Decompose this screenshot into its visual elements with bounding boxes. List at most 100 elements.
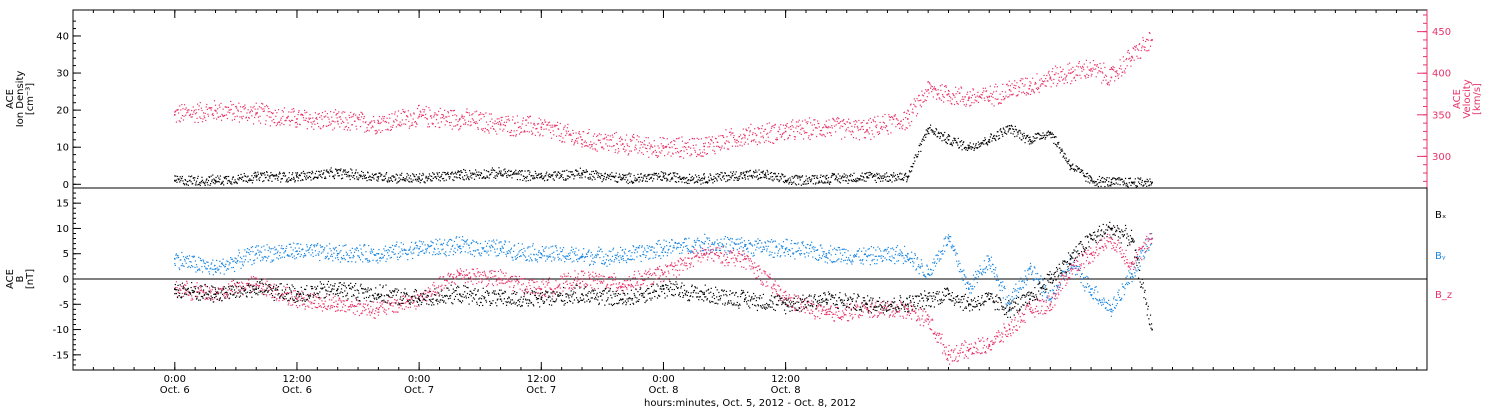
velocity-series-sample (780, 124, 782, 126)
density-series-sample (789, 177, 791, 179)
by-series-sample (364, 244, 366, 246)
density-series-sample (1052, 136, 1054, 138)
density-series-sample (707, 181, 709, 183)
by-series-sample (728, 238, 730, 240)
density-series-sample (538, 173, 540, 175)
velocity-series-sample (391, 113, 393, 115)
density-series-sample (1026, 135, 1028, 138)
by-series-sample (591, 254, 593, 256)
velocity-series-sample (769, 131, 771, 133)
velocity-series-sample (247, 109, 249, 111)
density-series-sample (906, 181, 908, 183)
density-series-sample (1098, 182, 1100, 184)
density-series-sample (962, 142, 964, 144)
by-series-sample (749, 242, 751, 244)
by-series-sample (192, 256, 194, 258)
velocity-series-sample (270, 116, 272, 118)
density-series-sample (920, 150, 922, 152)
velocity-series-sample (302, 117, 305, 119)
density-series-sample (706, 181, 708, 183)
velocity-series-sample (941, 93, 944, 96)
velocity-series-sample (299, 124, 301, 126)
by-series-sample (496, 248, 498, 250)
by-series-sample (638, 245, 641, 247)
density-series-sample (301, 172, 303, 174)
by-series-sample (213, 268, 215, 271)
velocity-series-sample (710, 139, 712, 141)
velocity-series-sample (496, 118, 498, 120)
density-series-sample (1091, 180, 1094, 182)
velocity-series-sample (382, 116, 384, 118)
density-series-sample (804, 183, 806, 185)
by-series-sample (242, 263, 244, 265)
velocity-series-sample (1084, 75, 1086, 77)
by-series-sample (388, 254, 390, 257)
density-series-sample (634, 177, 636, 179)
density-series-point (255, 176, 258, 178)
by-series-sample (326, 255, 328, 257)
velocity-series-sample (263, 110, 265, 112)
by-series-sample (435, 243, 438, 245)
density-series-sample (751, 176, 753, 178)
by-series-sample (703, 249, 705, 251)
velocity-series-sample (858, 139, 861, 141)
density-series-sample (782, 174, 784, 176)
by-series-sample (260, 251, 262, 253)
density-series-sample (452, 173, 454, 175)
by-series-sample (565, 255, 567, 257)
density-series-sample (198, 183, 200, 185)
by-series-sample (492, 246, 494, 248)
by-series-sample (263, 245, 265, 247)
by-series-sample (494, 248, 496, 250)
velocity-series-point (927, 89, 929, 91)
density-series-sample (871, 173, 873, 175)
by-series-sample (752, 252, 755, 254)
velocity-series-sample (910, 103, 912, 105)
by-series-sample (535, 253, 538, 255)
velocity-series-sample (571, 139, 573, 141)
by-series-sample (506, 251, 508, 253)
density-series-sample (1068, 159, 1070, 161)
by-series-sample (463, 239, 465, 241)
density-series-sample (432, 172, 434, 174)
velocity-series-sample (638, 150, 641, 152)
density-series-sample (1080, 169, 1082, 171)
density-series-sample (818, 181, 820, 183)
by-series-sample (464, 251, 466, 253)
by-series-sample (534, 258, 536, 260)
density-series-sample (1069, 168, 1071, 171)
density-series-sample (540, 173, 542, 175)
velocity-series-sample (808, 117, 811, 119)
velocity-series-sample (560, 135, 562, 137)
velocity-series-sample (1020, 80, 1022, 82)
velocity-series-sample (891, 123, 893, 125)
density-series-sample (691, 175, 693, 178)
velocity-series-sample (1080, 67, 1083, 69)
by-series-sample (400, 255, 402, 257)
velocity-series-sample (481, 113, 483, 115)
by-series-sample (241, 261, 243, 263)
density-series-sample (384, 177, 387, 180)
density-series-sample (807, 182, 810, 185)
density-series-sample (207, 184, 209, 186)
velocity-series-sample (1100, 67, 1102, 70)
by-series-sample (356, 247, 358, 249)
density-series-sample (299, 174, 301, 176)
density-series-sample (960, 140, 963, 142)
by-series-sample (191, 255, 193, 258)
density-series-sample (884, 179, 887, 181)
velocity-series-sample (987, 99, 989, 101)
by-series-sample (712, 249, 715, 251)
density-series-sample (355, 171, 357, 174)
density-series-sample (726, 175, 728, 177)
density-series-sample (467, 176, 469, 178)
velocity-series-sample (420, 111, 422, 113)
velocity-series-sample (198, 109, 200, 111)
velocity-series-sample (818, 126, 820, 128)
by-series-sample (535, 259, 537, 261)
density-series-point (581, 172, 583, 174)
by-series-sample (600, 262, 603, 264)
density-series-sample (834, 179, 836, 181)
velocity-series-sample (1092, 59, 1095, 62)
velocity-series-sample (744, 137, 746, 139)
